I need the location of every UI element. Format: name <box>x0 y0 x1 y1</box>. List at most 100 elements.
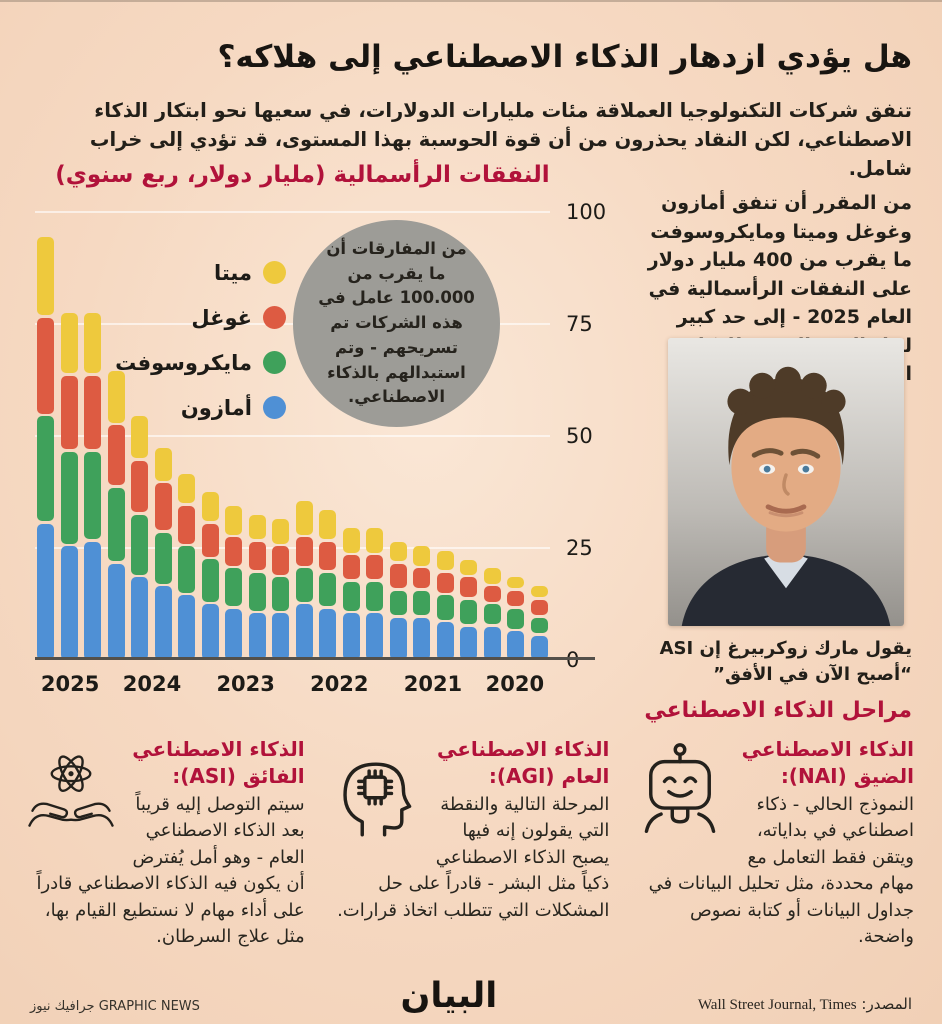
bar-segment <box>530 599 548 616</box>
bar-segment <box>460 599 478 625</box>
y-tick-50: 50 <box>566 424 593 448</box>
layoffs-callout-circle: من المفارقات أن ما يقرب من 100.000 عامل … <box>293 220 500 427</box>
stacked-bar-6 <box>178 212 196 660</box>
bar-segment <box>366 555 384 580</box>
x-label-2020: 2020 <box>485 672 545 696</box>
bar-segment <box>413 590 431 616</box>
stacked-bar-13 <box>342 212 360 660</box>
x-label-2021: 2021 <box>403 672 463 696</box>
bar-segment <box>131 460 149 513</box>
stacked-bar-14 <box>366 212 384 660</box>
bar-segment <box>389 541 407 562</box>
x-axis-baseline <box>35 657 595 660</box>
stacked-bar-16 <box>413 212 431 660</box>
bar-segment <box>507 631 525 660</box>
chart-legend: ميتا غوغل مايكروسوفت أمازون <box>115 250 286 430</box>
y-axis: 0 25 50 75 100 <box>560 200 620 672</box>
chart-plot: ميتا غوغل مايكروسوفت أمازون من المفارقات أن… <box>35 211 550 660</box>
bar-segment <box>37 416 54 522</box>
bar-segment <box>248 613 266 660</box>
head-chip-icon <box>333 740 419 840</box>
bar-segment <box>530 617 548 634</box>
legend-label: مايكروسوفت <box>115 350 252 375</box>
x-label-2024: 2024 <box>122 672 182 696</box>
bar-segment <box>37 523 54 660</box>
gridline-75 <box>35 323 550 325</box>
y-tick-0: 0 <box>566 648 580 672</box>
bar-segment <box>84 313 102 374</box>
photo-caption-line2: “أصبح الآن في الأفق” <box>713 664 912 686</box>
bar-segment <box>507 577 525 589</box>
bar-segment <box>37 236 54 316</box>
stacked-bar-19 <box>483 212 501 660</box>
bar-segment <box>272 546 290 575</box>
x-label-2022: 2022 <box>310 672 369 696</box>
bar-segment <box>295 501 313 535</box>
photo-caption-line1: يقول مارك زوكربيرغ إن ASI <box>659 638 912 659</box>
legend-label: ميتا <box>213 260 252 285</box>
stage-nai: الذكاء الاصطناعي الضيق (NAI): النموذج ال… <box>637 736 914 951</box>
stacked-bar-20 <box>507 212 525 660</box>
source-label: المصدر: <box>861 995 912 1013</box>
stage-asi: الذكاء الاصطناعي الفائق (ASI): سيتم التو… <box>28 736 305 951</box>
bar-segment <box>178 546 196 593</box>
source-names: Wall Street Journal, Times <box>697 997 857 1013</box>
legend-item: غوغل <box>131 295 286 340</box>
legend-color-dot <box>263 396 286 419</box>
bar-segment <box>201 492 219 522</box>
stage-nai-title: الذكاء الاصطناعي الضيق (NAI): <box>741 737 914 788</box>
stacked-bar-0 <box>37 212 54 660</box>
bar-segment <box>436 595 454 620</box>
stacked-bar-4 <box>131 212 149 660</box>
bar-segment <box>272 613 290 660</box>
bar-segment <box>460 577 478 598</box>
bar-segment <box>225 568 243 607</box>
bar-segment <box>225 537 243 566</box>
legend-label: غوغل <box>191 305 252 330</box>
stacked-bar-15 <box>389 212 407 660</box>
bar-segment <box>178 505 196 544</box>
bar-segment <box>366 528 384 553</box>
stage-nai-body: النموذج الحالي - ذكاء اصطناعي في بداياته… <box>648 794 914 948</box>
y-tick-75: 75 <box>566 312 593 336</box>
layoffs-callout-text: من المفارقات أن ما يقرب من 100.000 عامل … <box>318 238 475 407</box>
bar-segment <box>37 317 54 414</box>
bar-segment <box>389 563 407 589</box>
stacked-bar-21 <box>530 212 548 660</box>
stage-agi-body: المرحلة التالية والنقطة التي يقولون إنه … <box>337 794 610 921</box>
gridline-100 <box>35 211 550 213</box>
stacked-bar-1 <box>60 212 78 660</box>
bar-segment <box>131 577 149 660</box>
stacked-bar-8 <box>225 212 243 660</box>
stacked-bar-2 <box>84 212 102 660</box>
bar-segment <box>60 375 78 450</box>
bar-segment <box>436 572 454 593</box>
bar-segment <box>460 559 478 575</box>
legend-item: أمازون <box>131 385 286 430</box>
bar-segment <box>319 572 337 607</box>
bar-segment <box>413 617 431 660</box>
stacked-bar-12 <box>319 212 337 660</box>
bar-segment <box>201 604 219 660</box>
bar-segment <box>342 613 360 660</box>
footer-source: المصدر: Wall Street Journal, Times <box>698 995 912 1014</box>
stacked-bar-10 <box>272 212 290 660</box>
bar-segment <box>319 608 337 660</box>
bar-segment <box>107 563 125 660</box>
capex-chart: ميتا غوغل مايكروسوفت أمازون من المفارقات أن… <box>32 200 642 712</box>
bar-segment <box>107 487 125 562</box>
bar-segment <box>319 510 337 540</box>
stacked-bar-9 <box>248 212 266 660</box>
bar-segment <box>389 617 407 660</box>
bar-segment <box>507 590 525 607</box>
legend-color-dot <box>263 261 286 284</box>
bars <box>35 212 550 660</box>
x-label-2023: 2023 <box>216 672 275 696</box>
bar-segment <box>342 528 360 553</box>
stage-agi-title: الذكاء الاصطناعي العام (AGI): <box>436 737 610 788</box>
bar-segment <box>154 532 172 584</box>
bar-segment <box>413 546 431 566</box>
bar-segment <box>107 371 125 423</box>
y-tick-100: 100 <box>566 200 607 224</box>
footer: جرافيك نيوز GRAPHIC NEWS البيان المصدر: … <box>30 979 912 1015</box>
